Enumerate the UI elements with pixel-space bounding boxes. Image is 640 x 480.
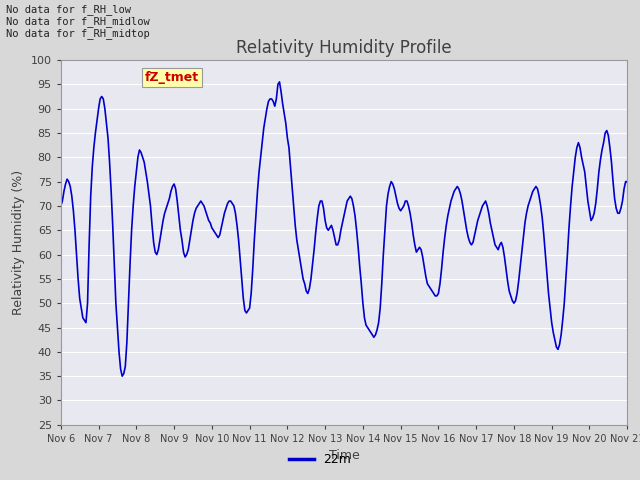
X-axis label: Time: Time xyxy=(328,449,360,462)
Legend: 22m: 22m xyxy=(284,448,356,471)
Text: fZ_tmet: fZ_tmet xyxy=(145,71,199,84)
Text: No data for f_RH_midtop: No data for f_RH_midtop xyxy=(6,28,150,39)
Title: Relativity Humidity Profile: Relativity Humidity Profile xyxy=(236,39,452,57)
Text: No data for f_RH_midlow: No data for f_RH_midlow xyxy=(6,16,150,27)
Text: No data for f_RH_low: No data for f_RH_low xyxy=(6,4,131,15)
Y-axis label: Relativity Humidity (%): Relativity Humidity (%) xyxy=(12,170,25,315)
